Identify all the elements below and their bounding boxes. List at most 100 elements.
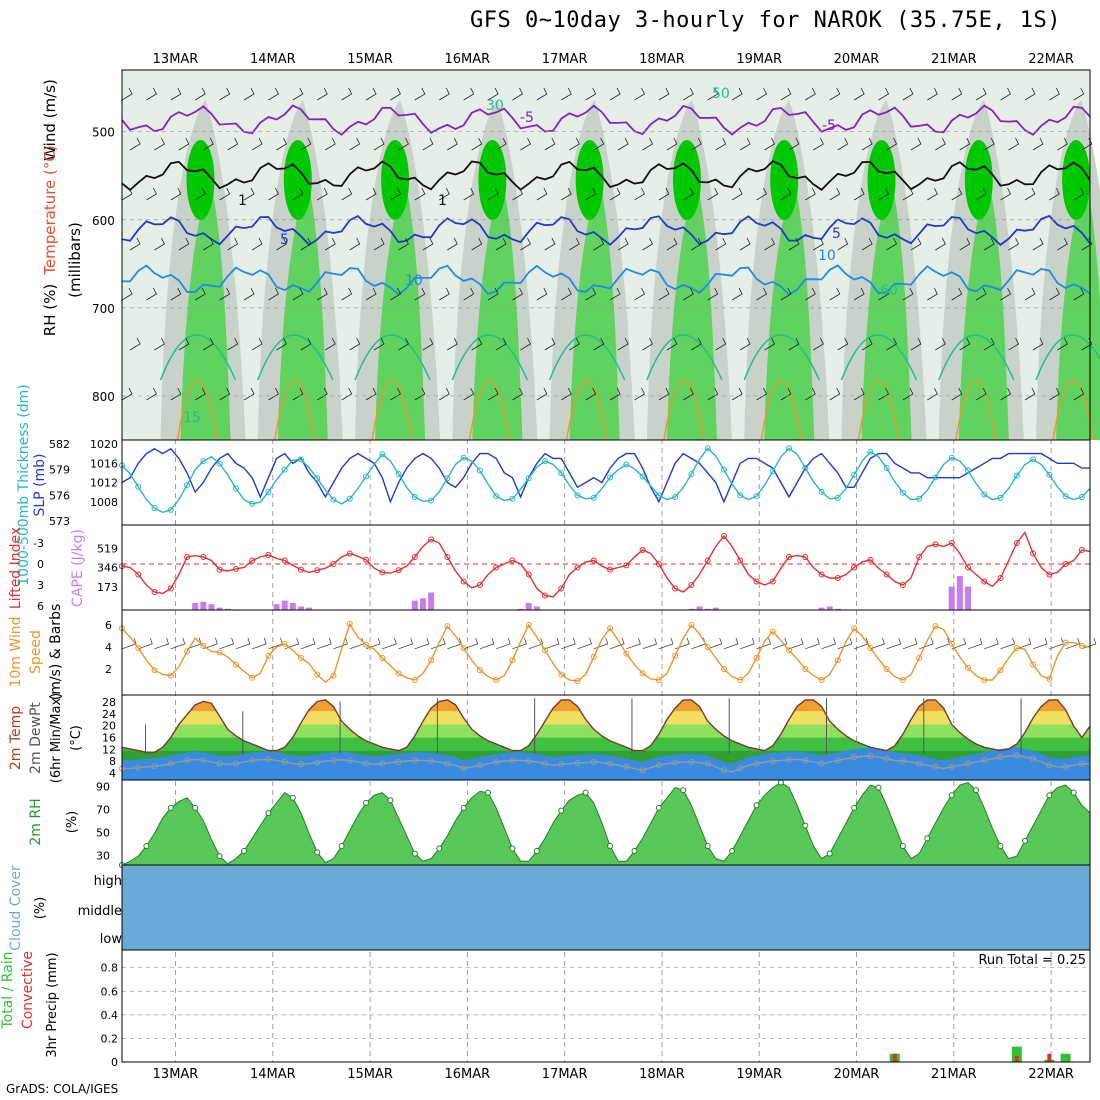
lifted-index-line-point	[509, 557, 516, 564]
rh-core	[575, 140, 604, 220]
wind-barb	[707, 387, 719, 401]
wind-speed-line-point	[607, 625, 614, 632]
wind-barb	[829, 87, 841, 101]
wind-speed-line-point	[623, 650, 630, 657]
top-date-label: 18MAR	[639, 52, 685, 67]
wind-speed-line-point	[297, 655, 304, 661]
wind-barb	[585, 87, 597, 101]
lifted-index-line-point	[297, 566, 304, 573]
lifted-index-line-point	[590, 557, 597, 564]
wind-ylabel: (m/s) & Barbs	[48, 604, 64, 701]
temp-tick: 4	[109, 767, 116, 780]
rh-point	[1046, 792, 1053, 799]
wind-barb	[365, 87, 377, 101]
wind-barb	[243, 187, 255, 201]
contour-label: 50	[712, 86, 730, 102]
wind-barb	[219, 87, 231, 101]
lifted-index-line-point	[1046, 571, 1053, 578]
wind-barb	[536, 187, 548, 201]
cloud-level-label: middle	[78, 904, 122, 919]
dewpoint-line-point	[899, 758, 906, 765]
wind-barb	[910, 337, 922, 351]
wind-barb	[121, 187, 133, 201]
wind-barb	[268, 387, 279, 401]
surface-wind-barb	[268, 637, 283, 650]
thickness-line-point	[379, 451, 386, 458]
precip-legend: Total / Rain	[0, 951, 16, 1029]
wind-speed-line-point	[330, 672, 337, 679]
dewpoint-line-point	[428, 758, 435, 765]
rh-point	[729, 848, 736, 855]
wind-barb	[593, 237, 605, 251]
wind-barb	[609, 287, 621, 301]
wind-barb	[780, 287, 792, 301]
wind-barb	[886, 337, 898, 351]
wind-speed-line-point	[948, 640, 955, 647]
wind-barb	[146, 87, 157, 101]
wind-barb	[495, 137, 507, 151]
dewpoint-line-point	[249, 757, 256, 764]
rh-point	[802, 822, 809, 829]
lifted-index-line-point	[883, 571, 890, 578]
slp-tick: 1008	[90, 496, 118, 509]
surface-wind-barb	[447, 637, 462, 650]
wind-barb	[569, 137, 580, 151]
thickness-line-point	[786, 445, 793, 452]
wind-barb	[544, 237, 556, 251]
top-date-label: 20MAR	[834, 52, 880, 67]
rh-point	[704, 842, 711, 849]
wind-barb	[471, 337, 483, 351]
temperature-contour	[176, 379, 219, 441]
wind-tick: 6	[105, 619, 112, 632]
thickness-line-point	[688, 470, 695, 477]
wind-barb	[878, 287, 890, 301]
lifted-index-ylabel: Lifted Index	[8, 527, 24, 609]
wind-barb	[853, 87, 865, 101]
wind-speed-line-point	[834, 657, 841, 664]
wind-barb	[487, 387, 499, 401]
temperature-contour	[548, 334, 626, 381]
thickness-line-point	[541, 458, 548, 465]
surface-wind-barb	[333, 637, 348, 650]
wind-barb	[731, 287, 743, 301]
wind-barb	[829, 187, 841, 201]
surface-wind-barb	[463, 637, 479, 650]
wind-barb	[414, 387, 426, 401]
wind-barb	[731, 87, 743, 101]
rh-point	[777, 779, 784, 786]
wind-barb	[1073, 87, 1085, 101]
rh-core	[770, 140, 799, 220]
wind-barb	[1008, 137, 1020, 151]
wind-barb	[195, 287, 206, 301]
wind-barb	[129, 337, 141, 351]
wind-barb	[292, 87, 304, 101]
wind-barb	[878, 87, 890, 101]
rh-plume	[277, 180, 328, 440]
wind-barb	[373, 237, 385, 251]
pressure-tick-label: 500	[92, 126, 115, 140]
wind-barb	[927, 87, 938, 101]
thickness-tick: 579	[49, 464, 70, 477]
surface-wind-barb	[382, 637, 397, 650]
wind-barb	[398, 237, 409, 251]
thickness-line-point	[476, 467, 483, 474]
thickness-line-point	[249, 500, 256, 507]
wind-speed-line-point	[525, 622, 532, 628]
surface-wind-barb	[170, 637, 186, 650]
wind-speed-line-point	[135, 645, 142, 652]
lifted-index-line-point	[753, 578, 760, 585]
lifted-index-line-point	[574, 564, 581, 571]
dewpoint-line-point	[688, 759, 695, 766]
dewpoint-line-point	[737, 765, 744, 772]
wind-speed-line-point	[737, 677, 744, 683]
wind-barb	[390, 187, 401, 201]
temp-tick: 12	[102, 743, 116, 756]
wind-barb	[178, 137, 190, 151]
wind-barb	[935, 237, 946, 251]
wind-speed-line-point	[493, 677, 500, 683]
lifted-index-line-point	[1013, 540, 1020, 546]
panel-frame	[121, 949, 1091, 1063]
wind-barb	[1057, 337, 1068, 351]
wind-barb	[219, 187, 231, 201]
wind-barb	[487, 187, 499, 201]
